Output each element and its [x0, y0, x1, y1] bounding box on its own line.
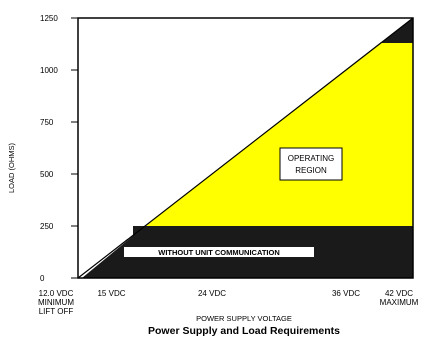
x-tick-label: 42 VDC MAXIMUM: [380, 289, 419, 307]
operating-label-line-2: REGION: [295, 166, 327, 175]
operating-label-box: [279, 147, 343, 181]
chart-title: Power Supply and Load Requirements: [148, 325, 340, 337]
x-tick-label: 24 VDC: [198, 289, 226, 298]
operating-label-line-1: OPERATING: [288, 154, 335, 163]
x-tick-label: 36 VDC: [332, 289, 360, 298]
y-tick-label: 250: [40, 222, 54, 231]
x-tick-label: 12.0 VDC MINIMUM LIFT OFF: [38, 289, 74, 316]
y-axis-label: LOAD (OHMS): [7, 143, 16, 194]
no-comm-label: WITHOUT UNIT COMMUNICATION: [158, 248, 280, 257]
no-comm-label-box: [124, 247, 314, 257]
y-tick-label: 1000: [40, 66, 58, 75]
x-tick-label-line: MAXIMUM: [380, 298, 419, 307]
plot-frame: [77, 17, 414, 279]
y-tick-label: 750: [40, 118, 54, 127]
no-comm-region-triangle: [82, 226, 145, 278]
operating-region: [145, 43, 413, 226]
x-axis-label: POWER SUPPLY VOLTAGE: [196, 314, 292, 323]
y-tick-label: 1250: [40, 14, 58, 23]
y-tick-label: 500: [40, 170, 54, 179]
y-axis-ticks: 0 250 500 750 1000 1250: [40, 14, 78, 283]
x-tick-label-line: 42 VDC: [385, 289, 413, 298]
x-tick-label: 15 VDC: [97, 289, 125, 298]
y-tick-label: 0: [40, 274, 45, 283]
x-tick-label-line: LIFT OFF: [39, 307, 74, 316]
x-tick-label-line: 36 VDC: [332, 289, 360, 298]
x-tick-label-line: 15 VDC: [97, 289, 125, 298]
max-load-line: [77, 17, 414, 279]
x-tick-label-line: 24 VDC: [198, 289, 226, 298]
x-tick-label-line: 12.0 VDC: [39, 289, 74, 298]
x-tick-label-line: MINIMUM: [38, 298, 74, 307]
x-axis-ticks: 12.0 VDC MINIMUM LIFT OFF 15 VDC 24 VDC 36 VD…: [38, 289, 419, 316]
